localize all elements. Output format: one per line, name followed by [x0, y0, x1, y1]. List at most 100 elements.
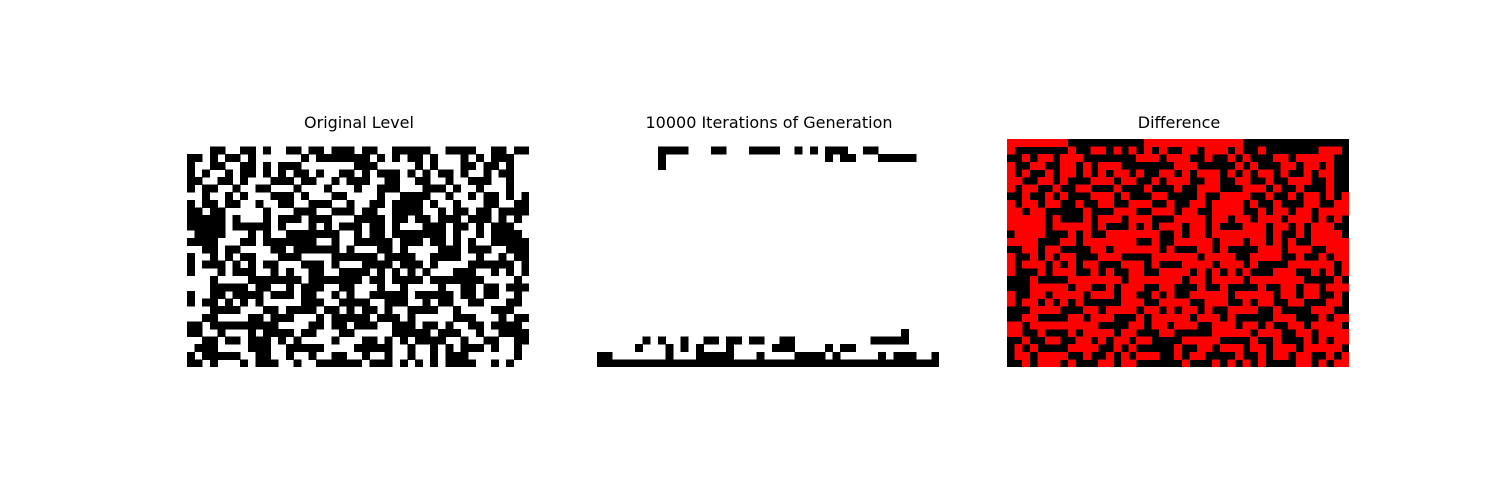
heatmap-cell [1098, 275, 1107, 284]
heatmap-cell [1181, 306, 1190, 315]
heatmap-cell [361, 146, 370, 155]
heatmap-cell [1022, 313, 1031, 322]
heatmap-cell [1166, 329, 1175, 337]
heatmap-cell [1151, 253, 1160, 261]
heatmap-cell [240, 359, 249, 367]
heatmap-cell [316, 260, 325, 269]
heatmap-cell [1197, 230, 1205, 239]
heatmap-cell [437, 245, 446, 254]
heatmap-cell [369, 275, 378, 284]
heatmap-cell [331, 207, 340, 216]
heatmap-cell [1242, 321, 1251, 330]
heatmap-cell [1143, 351, 1152, 360]
heatmap-cell [1318, 154, 1327, 163]
heatmap-cell [293, 253, 302, 261]
heatmap-cell [1045, 351, 1053, 360]
heatmap-cell [361, 253, 370, 261]
heatmap-cell [1067, 169, 1076, 178]
heatmap-cell [232, 336, 241, 345]
heatmap-cell [1052, 139, 1061, 147]
heatmap-cell [521, 146, 529, 155]
heatmap-cell [1212, 321, 1221, 330]
heatmap-cell [308, 351, 317, 360]
heatmap-cell [1242, 154, 1251, 163]
heatmap-cell [202, 222, 211, 231]
heatmap-cell [1235, 161, 1243, 170]
heatmap-cell [1083, 329, 1091, 337]
heatmap-cell [415, 154, 423, 163]
heatmap-cell [468, 321, 477, 330]
heatmap-cell [445, 359, 454, 367]
heatmap-cell [270, 329, 279, 337]
heatmap-cell [521, 260, 529, 269]
heatmap-cell [1273, 329, 1281, 337]
heatmap-cell [430, 344, 439, 353]
heatmap-cell [1037, 215, 1046, 223]
heatmap-cell [483, 161, 492, 170]
heatmap-cell [1333, 237, 1342, 246]
heatmap-cell [209, 253, 218, 261]
heatmap-cell [1265, 253, 1274, 261]
heatmap-cell [840, 359, 849, 367]
heatmap-cell [346, 207, 355, 216]
heatmap-cell [468, 344, 477, 353]
heatmap-cell [1295, 359, 1304, 367]
heatmap-cell [1007, 268, 1015, 277]
heatmap-cell [1227, 199, 1236, 208]
heatmap-cell [1333, 313, 1342, 322]
heatmap-cell [825, 359, 833, 367]
heatmap-cell [1136, 336, 1145, 345]
heatmap-cell [1227, 275, 1236, 284]
heatmap-cell [1075, 154, 1084, 163]
heatmap-cell [354, 222, 363, 231]
heatmap-cell [285, 268, 294, 277]
heatmap-cell [475, 329, 484, 337]
heatmap-cell [1242, 169, 1251, 178]
heatmap-cell [779, 344, 788, 353]
heatmap-cell [1326, 329, 1335, 337]
heatmap-cell [1341, 253, 1349, 261]
heatmap-cell [1204, 154, 1213, 163]
heatmap-cell [475, 298, 484, 307]
heatmap-cell [1136, 268, 1145, 277]
heatmap-cell [1060, 139, 1069, 147]
heatmap-cell [1311, 154, 1319, 163]
heatmap-cell [361, 154, 370, 163]
heatmap-cell [1121, 298, 1129, 307]
heatmap-cell [1007, 260, 1015, 269]
heatmap-cell [209, 359, 218, 367]
heatmap-cell [399, 275, 408, 284]
heatmap-cell [506, 177, 515, 185]
heatmap-cell [1075, 321, 1084, 330]
heatmap-cell [240, 321, 249, 330]
heatmap-cell [491, 161, 499, 170]
heatmap-cell [1288, 275, 1297, 284]
heatmap-cell [1288, 215, 1297, 223]
heatmap-cell [1128, 344, 1137, 353]
heatmap-cell [1060, 161, 1069, 170]
heatmap-cell [308, 146, 317, 155]
heatmap-cell [1257, 359, 1266, 367]
heatmap-cell [407, 207, 416, 216]
heatmap-cell [384, 237, 393, 246]
heatmap-cell [1333, 230, 1342, 239]
heatmap-cell [331, 306, 340, 315]
heatmap-cell [384, 253, 393, 261]
heatmap-cell [346, 146, 355, 155]
heatmap-cell [491, 222, 499, 231]
heatmap-cell [361, 298, 370, 307]
heatmap-cell [1174, 184, 1183, 193]
panel-title: Difference [1137, 113, 1221, 132]
heatmap-cell [1098, 146, 1107, 155]
heatmap-cell [1105, 291, 1114, 299]
heatmap-cell [604, 351, 613, 360]
heatmap-cell [1219, 230, 1228, 239]
heatmap-cell [513, 253, 522, 261]
heatmap-cell [278, 192, 287, 201]
heatmap-cell [1067, 313, 1076, 322]
heatmap-cell [475, 215, 484, 223]
heatmap-cell [901, 154, 909, 163]
heatmap-cell [1295, 154, 1304, 163]
heatmap-cell [1166, 298, 1175, 307]
generated-level-heatmap [597, 139, 939, 367]
